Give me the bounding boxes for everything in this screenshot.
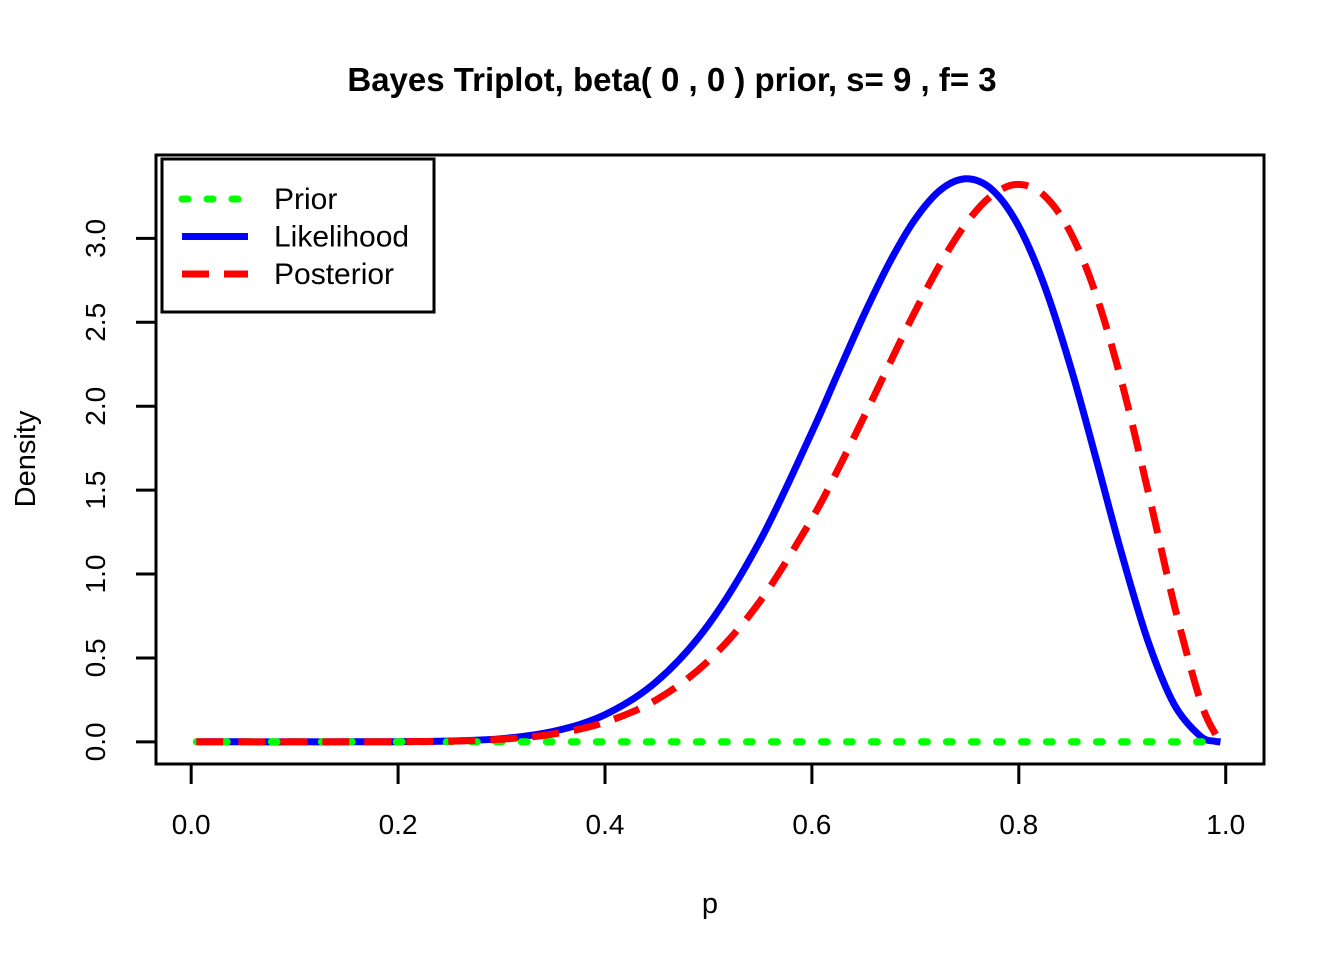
posterior-curve (196, 180, 1224, 746)
x-tick-label: 0.8 (999, 809, 1038, 840)
x-tick-label: 1.0 (1206, 809, 1245, 840)
x-axis-title: p (701, 888, 719, 920)
x-tick-label: 0.6 (792, 809, 831, 840)
legend-label-likelihood: Likelihood (274, 221, 409, 254)
y-tick-label: 2.5 (80, 303, 111, 342)
y-tick-label: 0.0 (80, 722, 111, 761)
y-tick-label: 2.0 (80, 387, 111, 426)
legend-item-prior: Prior (178, 183, 337, 216)
x-tick-label: 0.2 (379, 809, 418, 840)
legend: Prior Likelihood Posterior (160, 157, 436, 314)
y-tick-label: 1.5 (80, 471, 111, 510)
legend-item-posterior: Posterior (182, 258, 394, 291)
y-tick-label: 0.5 (80, 638, 111, 677)
y-tick-label: 1.0 (80, 555, 111, 594)
x-tick-label: 0.0 (172, 809, 211, 840)
legend-item-likelihood: Likelihood (182, 221, 409, 254)
legend-label-prior: Prior (274, 183, 337, 216)
plot-border (154, 153, 1266, 766)
chart-title: Bayes Triplot, beta( 0 , 0 ) prior, s= 9… (347, 61, 997, 98)
y-tick-label: 3.0 (80, 219, 111, 258)
x-tick-label: 0.4 (586, 809, 625, 840)
legend-label-posterior: Posterior (274, 258, 394, 291)
